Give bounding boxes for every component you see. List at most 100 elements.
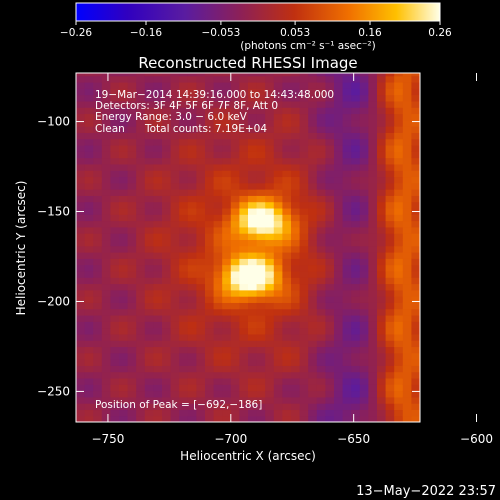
heatmap-cell — [136, 409, 146, 417]
heatmap-cell — [308, 390, 318, 398]
x-tick-label: −750 — [91, 432, 124, 446]
heatmap-cell — [222, 189, 232, 196]
heatmap-cell — [256, 176, 266, 184]
heatmap-cell — [196, 415, 206, 422]
heatmap-cell — [402, 239, 412, 247]
heatmap-cell — [325, 151, 335, 159]
heatmap-cell — [377, 277, 387, 285]
heatmap-cell — [308, 163, 318, 171]
heatmap-cell — [76, 264, 86, 272]
heatmap-cell — [93, 81, 103, 89]
heatmap-cell — [256, 119, 266, 127]
heatmap-cell — [239, 119, 249, 127]
heatmap-cell — [153, 233, 163, 241]
heatmap-cell — [162, 258, 172, 266]
heatmap-cell — [299, 327, 309, 335]
heatmap-cell — [179, 163, 189, 171]
heatmap-cell — [368, 113, 378, 121]
heatmap-cell — [239, 321, 249, 329]
heatmap-cell — [170, 233, 180, 241]
heatmap-cell — [308, 359, 318, 366]
heatmap-cell — [230, 415, 240, 422]
heatmap-cell — [368, 415, 378, 422]
heatmap-cell — [93, 359, 103, 366]
heatmap-cell — [76, 81, 86, 89]
heatmap-cell — [351, 220, 361, 228]
heatmap-cell — [265, 384, 275, 392]
heatmap-cell — [342, 144, 352, 152]
heatmap-cell — [222, 73, 232, 77]
heatmap-cell — [308, 415, 318, 422]
heatmap-cell — [230, 403, 240, 411]
heatmap-cell — [325, 107, 335, 115]
heatmap-cell — [230, 201, 240, 209]
heatmap-cell — [359, 113, 369, 121]
heatmap-cell — [394, 201, 404, 209]
heatmap-cell — [230, 138, 240, 146]
heatmap-cell — [144, 296, 154, 303]
heatmap-cell — [282, 245, 292, 253]
heatmap-cell — [76, 157, 86, 165]
heatmap-cell — [162, 100, 172, 108]
heatmap-cell — [222, 346, 232, 354]
heatmap-cell — [119, 283, 129, 291]
heatmap-cell — [256, 113, 266, 121]
heatmap-cell — [411, 333, 420, 341]
heatmap-cell — [308, 346, 318, 354]
heatmap-cell — [265, 327, 275, 335]
heatmap-cell — [402, 107, 412, 115]
heatmap-cell — [385, 195, 395, 203]
heatmap-cell — [308, 207, 318, 215]
heatmap-cell — [170, 365, 180, 373]
heatmap-cell — [239, 346, 249, 354]
heatmap-cell — [359, 359, 369, 366]
heatmap-cell — [359, 270, 369, 278]
heatmap-cell — [291, 207, 301, 215]
heatmap-cell — [291, 396, 301, 404]
heatmap-cell — [213, 132, 223, 140]
heatmap-cell — [110, 359, 120, 366]
heatmap-cell — [239, 296, 249, 303]
heatmap-cell — [205, 384, 215, 392]
heatmap-cell — [205, 157, 215, 165]
heatmap-cell — [179, 308, 189, 316]
heatmap-cell — [101, 107, 111, 115]
heatmap-cell — [359, 75, 369, 83]
heatmap-cell — [127, 409, 137, 417]
heatmap-cell — [84, 144, 94, 152]
heatmap-cell — [265, 107, 275, 115]
heatmap-cell — [385, 396, 395, 404]
heatmap-cell — [187, 100, 197, 108]
heatmap-cell — [230, 258, 240, 266]
heatmap-cell — [368, 302, 378, 310]
heatmap-cell — [101, 245, 111, 253]
heatmap-cell — [170, 415, 180, 422]
heatmap-cell — [144, 220, 154, 228]
heatmap-cell — [144, 252, 154, 259]
heatmap-cell — [334, 359, 344, 366]
heatmap-cell — [368, 365, 378, 373]
heatmap-cell — [230, 396, 240, 404]
heatmap-cell — [342, 302, 352, 310]
heatmap-cell — [265, 245, 275, 253]
heatmap-cell — [84, 359, 94, 366]
heatmap-cell — [84, 302, 94, 310]
heatmap-cell — [84, 201, 94, 209]
heatmap-cell — [299, 144, 309, 152]
heatmap-cell — [394, 163, 404, 171]
heatmap-cell — [179, 377, 189, 385]
heatmap-cell — [187, 170, 197, 178]
heatmap-cell — [282, 346, 292, 354]
heatmap-cell — [110, 346, 120, 354]
heatmap-cell — [162, 270, 172, 278]
heatmap-cell — [222, 359, 232, 366]
heatmap-cell — [351, 321, 361, 329]
heatmap-cell — [162, 371, 172, 379]
heatmap-cell — [308, 107, 318, 115]
heatmap-cell — [402, 189, 412, 196]
heatmap-cell — [101, 264, 111, 272]
heatmap-cell — [179, 296, 189, 303]
heatmap-cell — [316, 302, 326, 310]
x-axis-label: Heliocentric X (arcsec) — [180, 449, 316, 463]
heatmap-cell — [411, 88, 420, 96]
